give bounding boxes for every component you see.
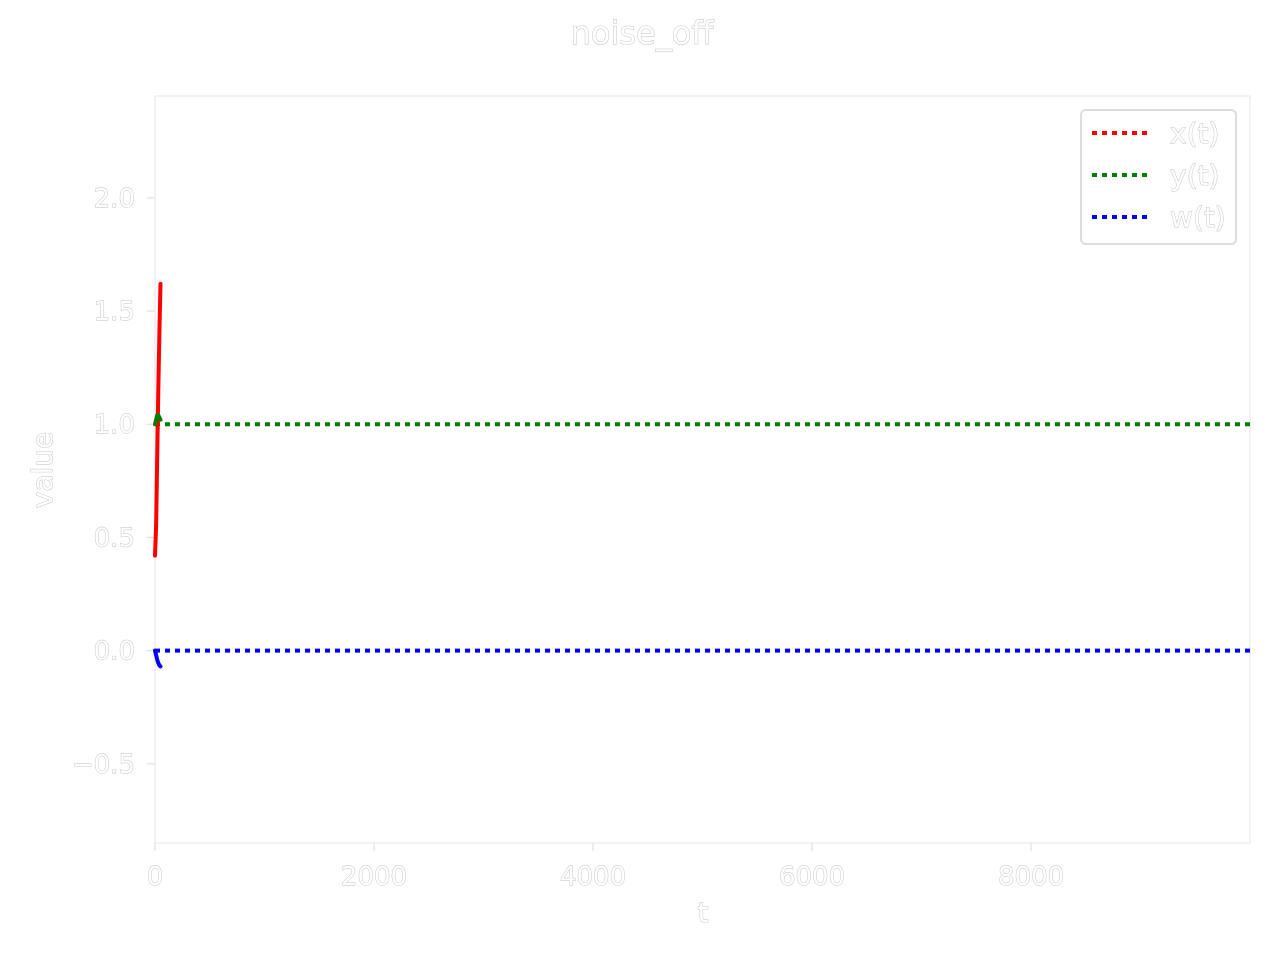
chart-title: noise_off: [571, 14, 715, 52]
legend-label-y: y(t): [1170, 159, 1219, 192]
legend-label-x: x(t): [1170, 117, 1219, 150]
y-tick-label: 0.0: [94, 637, 135, 667]
x-tick-label: 8000: [998, 862, 1064, 892]
y-tick-label: 2.0: [94, 184, 135, 214]
x-axis-label: t: [698, 896, 709, 929]
x-tick-label: 2000: [341, 862, 407, 892]
series-w-trajectory: [153, 648, 163, 669]
y-tick-label: −0.5: [72, 750, 135, 780]
legend-label-w: w(t): [1170, 201, 1226, 234]
x-axis-ticks: 0 2000 4000 6000 8000: [146, 843, 1065, 892]
x-tick-label: 0: [147, 862, 164, 892]
series-y-trajectory: [153, 413, 163, 427]
y-axis-ticks: −0.5 0.0 0.5 1.0 1.5 2.0: [71, 183, 155, 780]
plot-area: [154, 95, 1251, 844]
y-axis-label: value: [26, 432, 59, 508]
series-x-trajectory: [153, 281, 163, 558]
legend-box: [1080, 109, 1237, 245]
series-layer: [153, 281, 1250, 669]
y-tick-label: 0.5: [94, 523, 135, 553]
y-tick-label: 1.0: [94, 410, 135, 440]
legend: x(t) y(t) w(t): [1080, 109, 1237, 245]
x-tick-label: 6000: [779, 862, 845, 892]
x-tick-label: 4000: [560, 862, 626, 892]
y-tick-label: 1.5: [94, 297, 135, 327]
